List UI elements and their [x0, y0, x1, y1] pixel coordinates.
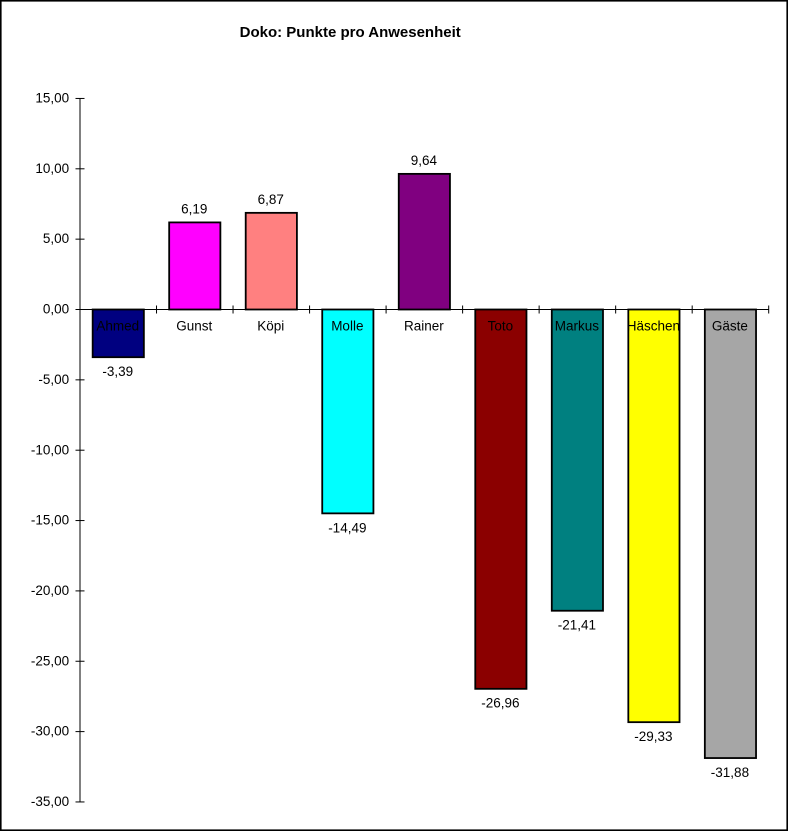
svg-text:-20,00: -20,00 [31, 583, 69, 598]
svg-text:Häschen: Häschen [627, 318, 680, 333]
svg-text:15,00: 15,00 [35, 91, 69, 106]
svg-text:-3,39: -3,39 [102, 364, 133, 379]
svg-text:10,00: 10,00 [35, 161, 69, 176]
svg-text:-30,00: -30,00 [31, 724, 69, 739]
svg-text:-26,96: -26,96 [481, 696, 519, 711]
svg-text:Molle: Molle [331, 318, 363, 333]
svg-text:-35,00: -35,00 [31, 794, 69, 809]
svg-text:0,00: 0,00 [43, 302, 69, 317]
svg-text:Köpi: Köpi [257, 318, 284, 333]
svg-text:Gunst: Gunst [176, 318, 212, 333]
svg-text:Rainer: Rainer [404, 318, 444, 333]
svg-text:-15,00: -15,00 [31, 513, 69, 528]
svg-text:Toto: Toto [488, 318, 514, 333]
svg-text:6,19: 6,19 [181, 202, 207, 217]
svg-text:5,00: 5,00 [43, 231, 69, 246]
svg-text:Markus: Markus [555, 318, 600, 333]
svg-text:-14,49: -14,49 [328, 520, 366, 535]
svg-text:-21,41: -21,41 [558, 618, 596, 633]
svg-text:-10,00: -10,00 [31, 442, 69, 457]
svg-text:-5,00: -5,00 [38, 372, 69, 387]
svg-text:Ahmed: Ahmed [96, 318, 139, 333]
svg-text:Doko: Punkte pro Anwesenheit: Doko: Punkte pro Anwesenheit [240, 24, 461, 41]
svg-text:Gäste: Gäste [712, 318, 748, 333]
svg-text:-31,88: -31,88 [711, 765, 749, 780]
svg-text:-25,00: -25,00 [31, 653, 69, 668]
svg-text:-29,33: -29,33 [634, 729, 672, 744]
svg-text:6,87: 6,87 [258, 192, 284, 207]
svg-text:9,64: 9,64 [411, 153, 438, 168]
